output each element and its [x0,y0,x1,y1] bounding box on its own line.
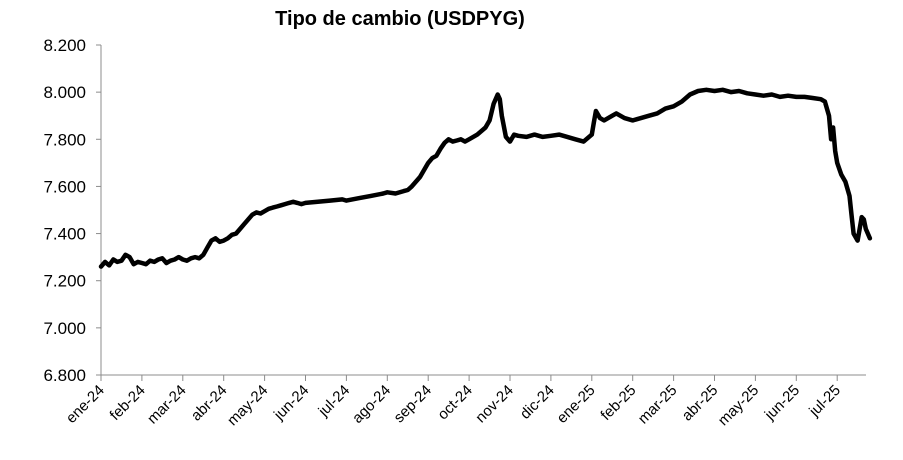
x-tick-label: mar-25 [635,382,681,428]
chart-title: Tipo de cambio (USDPYG) [275,8,525,30]
y-tick-label: 7.000 [43,319,86,338]
x-tick-label: may-25 [715,382,762,429]
x-tick-label: nov-24 [472,382,516,426]
x-tick-label: ene-25 [554,382,599,427]
y-tick-label: 7.800 [43,130,86,149]
x-tick-label: jul-25 [805,382,844,421]
x-tick-label: jul-24 [315,382,354,421]
x-tick-label: feb-25 [597,382,639,424]
x-tick-label: jun-25 [761,382,803,424]
y-tick-label: 8.200 [43,36,86,55]
x-tick-label: ago-24 [349,382,394,427]
y-tick-label: 7.600 [43,177,86,196]
y-tick-label: 8.000 [43,83,86,102]
series-line [98,87,873,269]
y-axis: 6.800 7.000 7.200 7.400 7.600 7.800 8.000 8.200 [43,36,102,385]
y-tick-label: 7.400 [43,225,86,244]
x-tick-label: mar-24 [144,382,190,428]
series-layer [98,87,873,269]
x-tick-label: may-24 [224,382,271,429]
x-tick-label: jun-24 [270,382,312,424]
x-tick-label: dic-24 [517,382,558,423]
x-tick-label: ene-24 [63,382,108,427]
x-tick-label: feb-24 [107,382,149,424]
y-tick-label: 7.200 [43,272,86,291]
x-tick-label: oct-24 [434,382,476,424]
x-tick-label: sep-24 [391,382,435,426]
y-tick-label: 6.800 [43,366,86,385]
